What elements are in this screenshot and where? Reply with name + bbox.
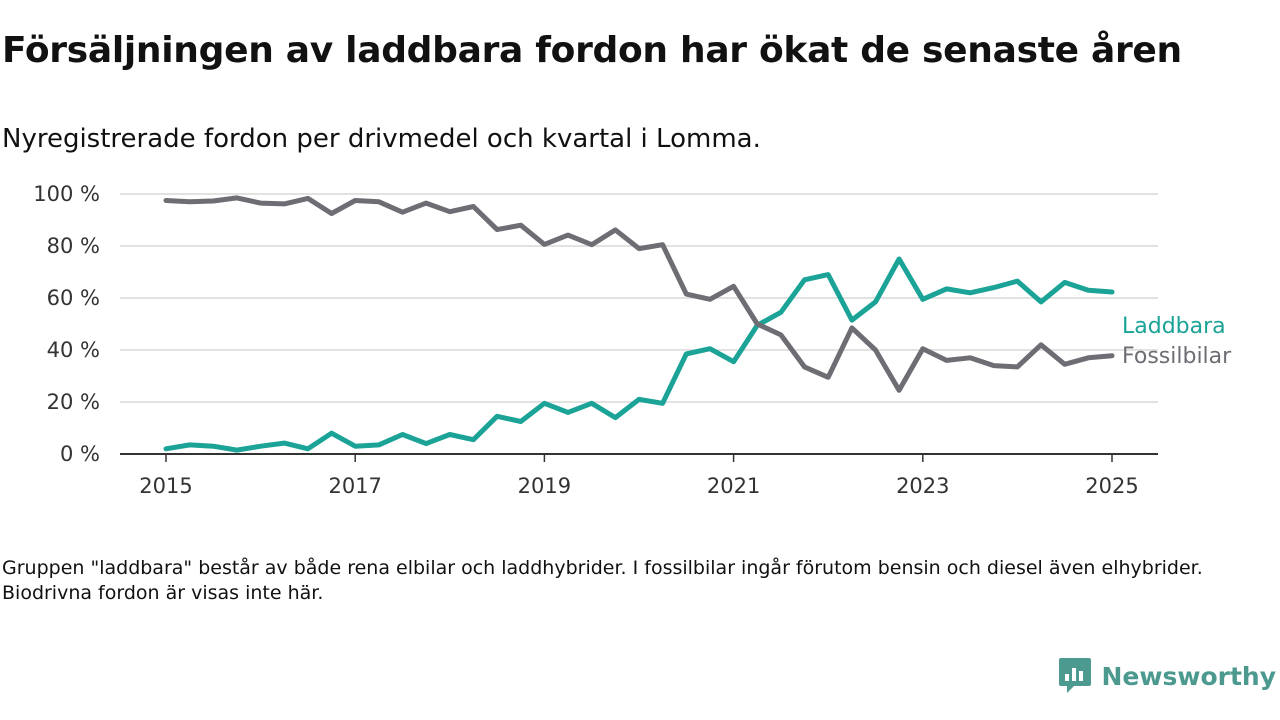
x-tick-label: 2023 <box>896 474 949 498</box>
x-tick-label: 2021 <box>707 474 760 498</box>
brand-name: Newsworthy <box>1101 661 1277 691</box>
x-tick-label: 2015 <box>139 474 192 498</box>
x-tick-label: 2017 <box>328 474 381 498</box>
y-tick-label: 40 % <box>47 338 100 362</box>
series-line-laddbara <box>163 256 1115 453</box>
x-tick-label: 2019 <box>518 474 571 498</box>
brand-logo[interactable]: Newsworthy <box>1058 656 1277 696</box>
line-chart: 0 % 20 % 40 % 60 % 80 % 100 % 2015 2017 2019 2021… <box>33 182 1232 498</box>
y-tick-label: 80 % <box>47 234 100 258</box>
y-tick-label: 60 % <box>47 286 100 310</box>
y-tick-label: 0 % <box>60 442 100 466</box>
chart-footnote: Gruppen "laddbara" består av både rena e… <box>2 557 1203 604</box>
series-label-fossilbilar: Fossilbilar <box>1122 344 1232 369</box>
chart-subtitle: Nyregistrerade fordon per drivmedel och … <box>2 124 761 154</box>
chart-title: Försäljningen av laddbara fordon har öka… <box>2 30 1182 71</box>
series-label-laddbara: Laddbara <box>1122 314 1226 339</box>
newsworthy-logo-icon <box>1058 658 1091 693</box>
series-line-fossilbilar <box>163 195 1115 393</box>
y-tick-label: 20 % <box>47 390 100 414</box>
x-tick-label: 2025 <box>1085 474 1138 498</box>
y-tick-label: 100 % <box>33 182 100 206</box>
